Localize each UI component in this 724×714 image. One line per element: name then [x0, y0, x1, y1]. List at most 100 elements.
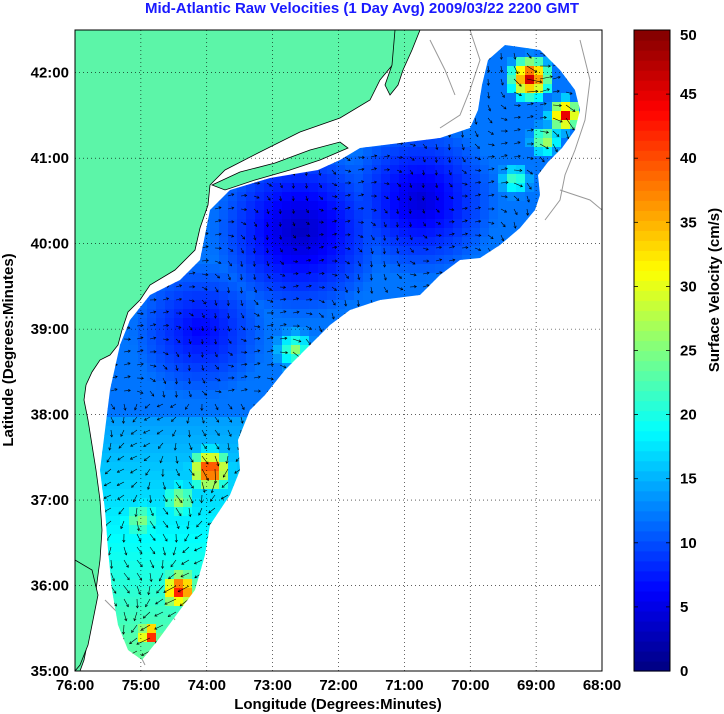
- colorbar-step: [634, 340, 670, 352]
- colorbar-step: [634, 250, 670, 261]
- colorbar-tick-label: 5: [680, 599, 688, 616]
- colorbar-step: [634, 460, 670, 472]
- y-axis-label: Latitude (Degrees:Minutes): [0, 253, 17, 446]
- colorbar-label: Surface Velocity (cm/s): [706, 208, 723, 372]
- colorbar-step: [634, 410, 670, 422]
- colorbar-step: [634, 610, 670, 622]
- colorbar-step: [634, 100, 670, 111]
- colorbar-step: [634, 600, 670, 612]
- graticule-grid: [75, 30, 602, 671]
- x-tick-label: 70:00: [451, 677, 489, 694]
- colorbar-step: [634, 590, 670, 602]
- colorbar-step: [634, 210, 670, 221]
- y-tick-label: 38:00: [31, 407, 69, 424]
- y-tick-label: 36:00: [31, 578, 69, 595]
- colorbar-step: [634, 440, 670, 452]
- x-tick-label: 68:00: [583, 677, 621, 694]
- colorbar-tick-label: 50: [680, 27, 697, 44]
- colorbar-tick-label: 20: [680, 407, 697, 424]
- colorbar-step: [634, 270, 670, 281]
- colorbar-step: [634, 200, 670, 211]
- x-axis-ticks: 76:00 75:00 74:00 73:00 72:00 71:00 70:00 69:00…: [56, 677, 621, 694]
- colorbar-step: [634, 180, 670, 191]
- colorbar: [634, 30, 670, 672]
- colorbar-step: [634, 430, 670, 442]
- colorbar-step: [634, 140, 670, 151]
- colorbar-step: [634, 500, 670, 512]
- colorbar-step: [634, 650, 670, 662]
- colorbar-step: [634, 80, 670, 91]
- colorbar-tick-label: 30: [680, 278, 697, 295]
- colorbar-tick-label: 40: [680, 150, 697, 167]
- colorbar-step: [634, 120, 670, 131]
- colorbar-step: [634, 510, 670, 522]
- colorbar-tick-label: 10: [680, 535, 697, 552]
- y-tick-label: 40:00: [31, 236, 69, 253]
- x-tick-label: 69:00: [517, 677, 555, 694]
- colorbar-step: [634, 60, 670, 71]
- colorbar-step: [634, 490, 670, 502]
- colorbar-step: [634, 560, 670, 572]
- colorbar-step: [634, 630, 670, 642]
- colorbar-step: [634, 40, 670, 51]
- colorbar-step: [634, 310, 670, 322]
- colorbar-step: [634, 110, 670, 121]
- colorbar-step: [634, 620, 670, 632]
- y-tick-label: 35:00: [31, 663, 69, 680]
- colorbar-step: [634, 30, 670, 41]
- colorbar-tick-label: 25: [680, 343, 697, 360]
- colorbar-step: [634, 90, 670, 101]
- colorbar-step: [634, 230, 670, 241]
- colorbar-step: [634, 290, 670, 302]
- colorbar-step: [634, 480, 670, 492]
- colorbar-step: [634, 260, 670, 271]
- colorbar-step: [634, 50, 670, 61]
- colorbar-step: [634, 330, 670, 342]
- colorbar-step: [634, 370, 670, 382]
- y-tick-label: 42:00: [31, 65, 69, 82]
- plot-frame: [74, 29, 603, 672]
- colorbar-step: [634, 570, 670, 582]
- colorbar-step: [634, 240, 670, 251]
- colorbar-tick-label: 35: [680, 214, 697, 231]
- colorbar-step: [634, 190, 670, 201]
- colorbar-step: [634, 580, 670, 592]
- colorbar-step: [634, 380, 670, 392]
- colorbar-step: [634, 300, 670, 312]
- land-mass-mainland: [75, 30, 401, 671]
- y-tick-label: 37:00: [31, 492, 69, 509]
- x-tick-label: 71:00: [385, 677, 423, 694]
- land-mass-long-island: [210, 141, 349, 191]
- colorbar-step: [634, 130, 670, 141]
- colorbar-step: [634, 390, 670, 402]
- colorbar-step: [634, 530, 670, 542]
- colorbar-ticks: 0 5 10 15 20 25 30 35 40 45 50: [634, 27, 697, 680]
- x-tick-label: 73:00: [253, 677, 291, 694]
- colorbar-step: [634, 550, 670, 562]
- land-mass-cape-cod: [384, 30, 421, 96]
- colorbar-tick-label: 15: [680, 471, 697, 488]
- y-tick-label: 41:00: [31, 150, 69, 167]
- x-tick-label: 76:00: [56, 677, 94, 694]
- colorbar-step: [634, 520, 670, 532]
- colorbar-step: [634, 150, 670, 161]
- colorbar-tick-label: 45: [680, 86, 697, 103]
- colorbar-step: [634, 540, 670, 552]
- colorbar-step: [634, 450, 670, 462]
- colorbar-step: [634, 350, 670, 362]
- colorbar-step: [634, 320, 670, 332]
- colorbar-step: [634, 170, 670, 181]
- colorbar-step: [634, 400, 670, 412]
- land-mass-outer-banks: [75, 559, 99, 671]
- y-axis-ticks: 35:00 36:00 37:00 38:00 39:00 40:00 41:00 42:00: [31, 65, 69, 680]
- colorbar-step: [634, 640, 670, 652]
- x-tick-label: 72:00: [319, 677, 357, 694]
- colorbar-tick-label: 0: [680, 663, 688, 680]
- x-axis-label: Longitude (Degrees:Minutes): [234, 696, 442, 713]
- colorbar-step: [634, 220, 670, 231]
- colorbar-step: [634, 470, 670, 482]
- y-tick-label: 39:00: [31, 321, 69, 338]
- colorbar-step: [634, 360, 670, 372]
- x-tick-label: 75:00: [122, 677, 160, 694]
